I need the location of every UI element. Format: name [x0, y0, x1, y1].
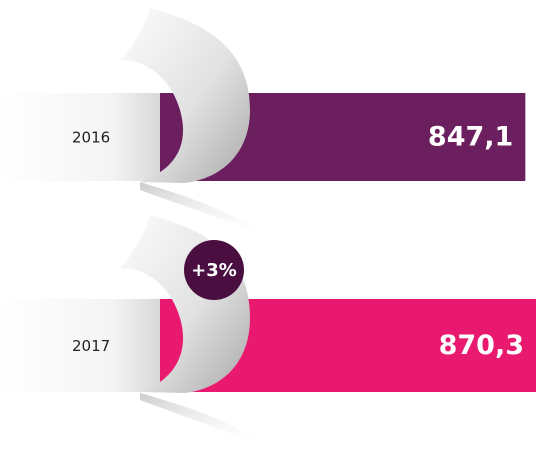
value-label: 870,3: [439, 330, 524, 361]
value-label: 847,1: [428, 122, 513, 153]
annotation: +3%: [191, 260, 237, 281]
category-label: 2017: [72, 337, 110, 355]
category-label: 2016: [72, 129, 110, 147]
chart: +3% 847,1 2016 870,3 2017: [0, 0, 536, 451]
